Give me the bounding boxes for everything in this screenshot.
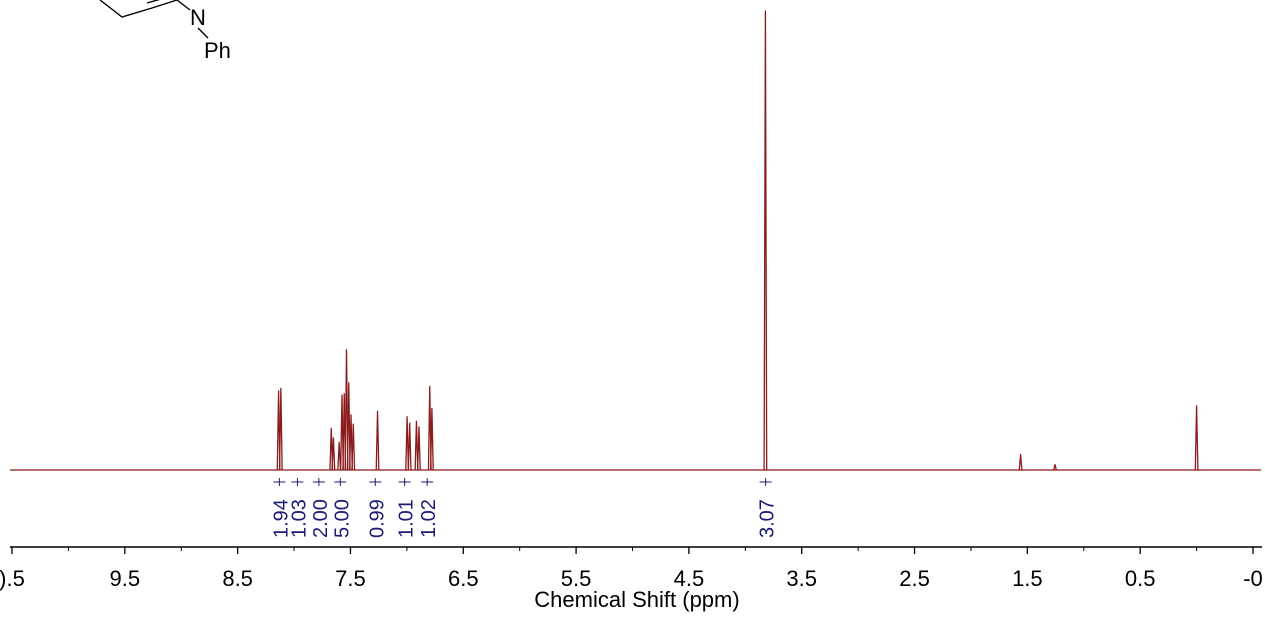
nitrogen-label: N — [190, 5, 206, 30]
n-bond-line — [176, 0, 191, 11]
x-tick-label: 9.5 — [110, 566, 141, 591]
spectrum-peak — [278, 387, 283, 471]
x-tick-label: 3.5 — [786, 566, 817, 591]
x-tick-label: 4.5 — [674, 566, 705, 591]
x-axis: ).5 9.5 8.5 7.5 6.5 5.5 4.5 3.5 2.5 1.5 0.5 -0 — [0, 546, 1263, 591]
spectrum-peak — [351, 423, 356, 471]
integral-label: 5.00 — [331, 499, 353, 538]
ring-double-bond-line — [146, 0, 161, 4]
x-tick-label: 1.5 — [1012, 566, 1043, 591]
spectrum-peak — [414, 420, 419, 471]
spectrum-peak — [405, 416, 410, 471]
molecule-structure: N Ph — [99, 0, 231, 63]
spectrum-peak — [375, 410, 380, 471]
x-tick-label: -0 — [1243, 566, 1263, 591]
integral-label: 1.94 — [270, 499, 292, 538]
integral-label: 1.01 — [396, 499, 418, 538]
x-axis-label: Chemical Shift (ppm) — [534, 587, 739, 612]
integral-label: 1.03 — [288, 499, 310, 538]
spectrum-peak — [331, 437, 336, 471]
spectrum-peak — [429, 407, 434, 471]
x-tick-label: 7.5 — [335, 566, 366, 591]
spectrum-peak — [1194, 405, 1199, 471]
spectrum-peak — [763, 10, 768, 471]
integral-layer: 1.941.03 2.00 5.00 0.99 1.01 1.02 3.07 — [270, 478, 779, 538]
spectrum-layer — [10, 10, 1261, 471]
spectrum-peak — [346, 382, 351, 471]
x-tick-label: 5.5 — [561, 566, 592, 591]
x-tick-label: ).5 — [0, 566, 25, 591]
spectrum-peak — [344, 349, 349, 471]
x-tick-label: 6.5 — [448, 566, 479, 591]
ring-bond-lines — [99, 0, 178, 18]
spectrum-peak — [1018, 453, 1023, 471]
integral-label: 0.99 — [366, 499, 388, 538]
spectrum-peak — [337, 441, 342, 471]
integral-label: 2.00 — [310, 499, 332, 538]
spectrum-peak — [416, 426, 421, 471]
x-tick-label: 0.5 — [1125, 566, 1156, 591]
spectrum-peak — [407, 422, 412, 471]
x-tick-label: 2.5 — [899, 566, 930, 591]
spectrum-peak — [1053, 463, 1057, 471]
integral-label: 1.02 — [418, 499, 440, 538]
phenyl-label: Ph — [204, 38, 231, 63]
x-tick-label: 8.5 — [222, 566, 253, 591]
integral-label: 3.07 — [757, 499, 779, 538]
n-ph-bond-line — [197, 27, 209, 39]
